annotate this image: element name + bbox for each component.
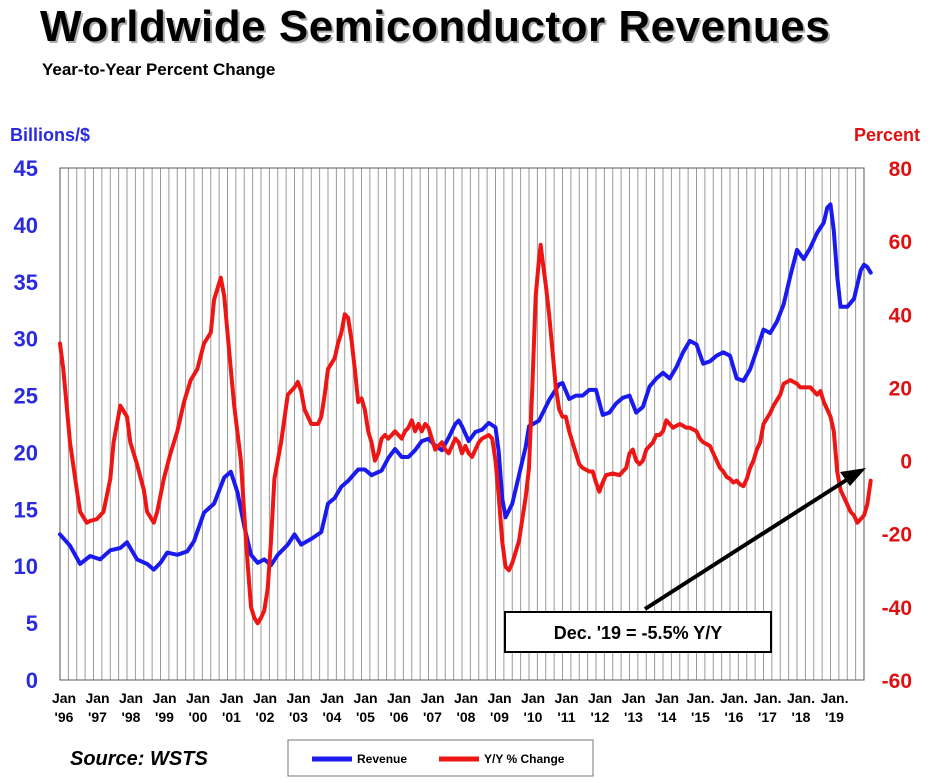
- y-left-tick: 25: [14, 384, 38, 409]
- chart-subtitle: Year-to-Year Percent Change: [42, 60, 276, 79]
- x-tick-line1: Jan: [286, 690, 310, 706]
- legend: Revenue Y/Y % Change: [287, 739, 594, 777]
- x-tick-line2: '11: [557, 709, 575, 725]
- y-left-tick: 35: [14, 270, 38, 295]
- x-tick-line1: Jan: [454, 690, 478, 706]
- x-tick-line2: '08: [457, 709, 476, 725]
- annotation: Dec. '19 = -5.5% Y/Y: [504, 468, 866, 653]
- series-lines: [58, 202, 873, 626]
- x-tick-line1: Jan: [554, 690, 578, 706]
- x-tick-line2: '14: [658, 709, 677, 725]
- x-tick-line1: Jan.: [686, 690, 714, 706]
- x-tick-line2: '99: [155, 709, 174, 725]
- y-left-tick: 20: [14, 440, 38, 465]
- x-tick-line1: Jan: [186, 690, 210, 706]
- x-tick-line2: '17: [758, 709, 777, 725]
- y-left-tick: 40: [14, 213, 38, 238]
- x-tick-line2: '96: [55, 709, 74, 725]
- x-tick-line2: '16: [725, 709, 744, 725]
- y-axis-left-label: Billions/$: [10, 125, 90, 145]
- x-tick-line1: Jan: [52, 690, 76, 706]
- y-left-tick: 45: [14, 156, 38, 181]
- legend-label-yoy: Y/Y % Change: [484, 752, 565, 766]
- x-tick-line1: Jan: [387, 690, 411, 706]
- x-tick-line2: '13: [624, 709, 643, 725]
- series-line-revenue: [58, 202, 873, 572]
- x-tick-line2: '02: [256, 709, 275, 725]
- x-tick-line2: '05: [356, 709, 375, 725]
- y-left-tick: 5: [26, 611, 38, 636]
- x-tick-line2: '98: [122, 709, 141, 725]
- plot-frame: [59, 167, 865, 681]
- y-left-tick: 30: [14, 327, 38, 352]
- y-right-tick: -40: [882, 597, 912, 620]
- annotation-arrow-head: [840, 468, 866, 486]
- x-tick-line2: '06: [390, 709, 409, 725]
- y-right-tick: 80: [889, 158, 912, 181]
- y-right-tick: 20: [889, 377, 912, 400]
- y-right-tick: -20: [882, 524, 912, 547]
- chart-title: Worldwide Semiconductor Revenues: [40, 2, 831, 51]
- x-tick-line1: Jan: [420, 690, 444, 706]
- x-tick-line1: Jan: [588, 690, 612, 706]
- x-tick-line1: Jan: [85, 690, 109, 706]
- x-tick-line1: Jan: [353, 690, 377, 706]
- x-tick-line1: Jan: [621, 690, 645, 706]
- axis-ticks: 0 5 10 15 20 25 30 35 40 45 -60 -40 -20 0 20 40 60 80 Jan '…: [14, 156, 912, 725]
- annotation-arrow-line: [643, 477, 850, 611]
- y-left-tick: 0: [26, 668, 38, 693]
- y-right-tick: 0: [900, 451, 912, 474]
- x-tick-line1: Jan: [119, 690, 143, 706]
- x-tick-line1: Jan: [219, 690, 243, 706]
- x-tick-line2: '01: [222, 709, 241, 725]
- x-tick-line1: Jan.: [787, 690, 815, 706]
- x-tick-line1: Jan.: [753, 690, 781, 706]
- y-right-tick: -60: [882, 670, 912, 693]
- y-right-tick: 40: [889, 304, 912, 327]
- x-tick-line1: Jan: [253, 690, 277, 706]
- x-tick-line1: Jan: [320, 690, 344, 706]
- y-left-tick: 10: [14, 554, 38, 579]
- series-line-yoy-change: [58, 242, 873, 626]
- source-note: Source: WSTS: [70, 748, 208, 770]
- x-tick-line2: '10: [524, 709, 543, 725]
- x-tick-line2: '97: [88, 709, 107, 725]
- x-tick-line1: Jan: [655, 690, 679, 706]
- annotation-box: [504, 611, 772, 653]
- annotation-text: Dec. '19 = -5.5% Y/Y: [554, 623, 723, 643]
- x-tick-line1: Jan: [487, 690, 511, 706]
- x-tick-line2: '03: [289, 709, 308, 725]
- x-tick-line2: '18: [792, 709, 811, 725]
- x-tick-line2: '15: [691, 709, 710, 725]
- x-tick-line1: Jan: [521, 690, 545, 706]
- y-right-tick: 60: [889, 231, 912, 254]
- x-tick-line2: '09: [490, 709, 509, 725]
- x-tick-line2: '12: [591, 709, 610, 725]
- x-tick-line1: Jan.: [820, 690, 848, 706]
- y-axis-right-label: Percent: [854, 125, 920, 145]
- legend-label-revenue: Revenue: [357, 752, 407, 766]
- x-tick-line2: '19: [825, 709, 844, 725]
- x-tick-line2: '00: [189, 709, 208, 725]
- x-tick-line2: '04: [323, 709, 342, 725]
- x-tick-line1: Jan.: [720, 690, 748, 706]
- y-left-tick: 15: [14, 497, 38, 522]
- x-tick-line2: '07: [423, 709, 442, 725]
- x-tick-line1: Jan: [152, 690, 176, 706]
